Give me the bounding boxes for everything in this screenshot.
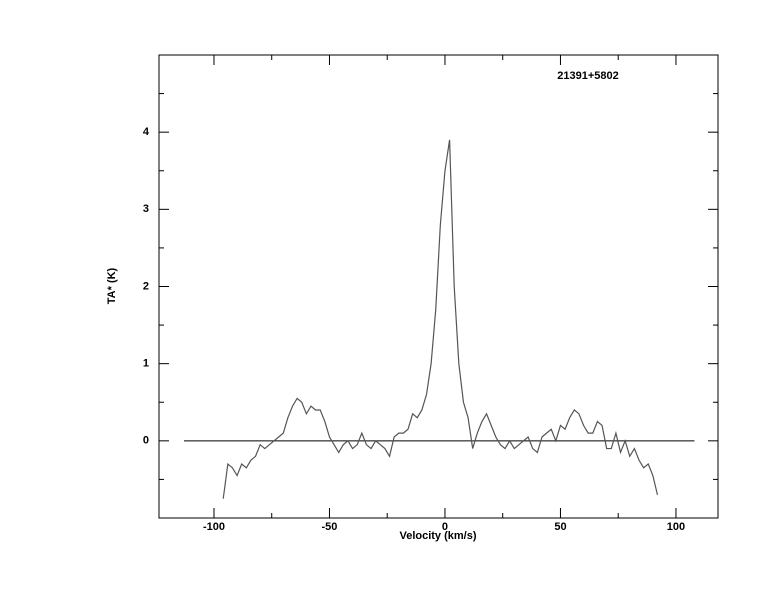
x-tick-label: 0 [442, 521, 448, 533]
x-tick-label: -50 [322, 521, 338, 533]
y-tick-label: 4 [143, 126, 150, 138]
y-tick-label: 0 [143, 435, 149, 447]
y-tick-label: 3 [143, 203, 149, 215]
x-axis-label: Velocity (km/s) [399, 530, 476, 542]
x-tick-label: -100 [203, 521, 225, 533]
y-axis-label: TA* (K) [106, 267, 118, 304]
x-tick-label: 100 [667, 521, 685, 533]
y-tick-label: 1 [143, 358, 149, 370]
spectrum-line [222, 139, 659, 499]
y-tick-label: 2 [143, 280, 149, 292]
chart-title: 21391+5802 [557, 70, 618, 82]
x-tick-label: 50 [554, 521, 566, 533]
